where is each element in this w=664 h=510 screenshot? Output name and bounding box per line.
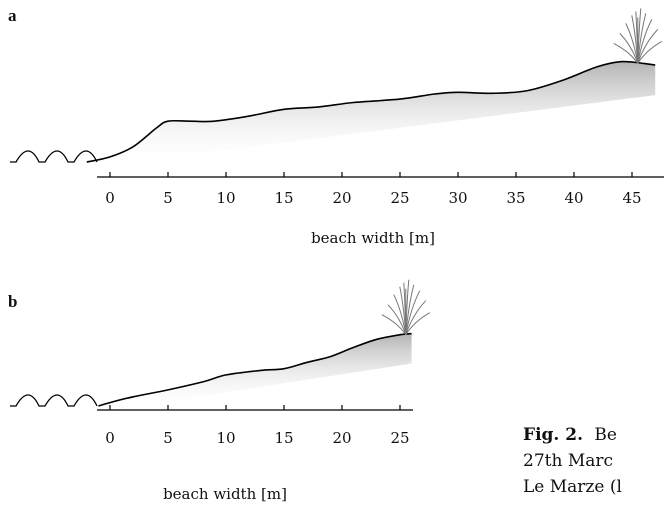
panel-b-tick-label-5: 5 <box>163 429 173 447</box>
panel-a-water-waves <box>10 150 98 163</box>
panel-a-ticks: 0 5 10 15 20 25 30 35 40 45 <box>105 172 642 207</box>
panel-a-tick-label-10: 10 <box>216 189 235 207</box>
grass-blade <box>619 33 639 64</box>
grass-blade <box>637 19 653 64</box>
panel-a-label: a <box>8 6 17 25</box>
panel-a-tick-label-25: 25 <box>390 189 409 207</box>
grass-blade <box>381 314 407 335</box>
panel-b-tick-label-0: 0 <box>105 429 115 447</box>
caption-line-1: Fig. 2. Be <box>523 425 617 445</box>
caption-line-1-text: Be <box>594 425 617 445</box>
panel-b-tick-label-20: 20 <box>332 429 351 447</box>
panel-a-tick-label-15: 15 <box>274 189 293 207</box>
panel-a-tick-label-5: 5 <box>163 189 173 207</box>
panel-b-profile-shading <box>98 333 412 412</box>
panel-a-tick-label-35: 35 <box>506 189 525 207</box>
grass-blade <box>637 29 659 64</box>
caption-line-2: 27th Marc <box>523 451 613 471</box>
panel-a-dune-vegetation <box>613 8 663 64</box>
panel-b-tick-label-10: 10 <box>216 429 235 447</box>
panel-a-tick-label-40: 40 <box>564 189 583 207</box>
grass-blade <box>637 40 663 64</box>
panel-a-tick-label-45: 45 <box>622 189 641 207</box>
caption-fig-label: Fig. 2. <box>523 425 583 445</box>
panel-b-dune-vegetation <box>381 279 431 335</box>
figure-caption: Fig. 2. Be 27th Marc Le Marze (l <box>523 425 622 497</box>
panel-b-beach-profile <box>98 332 412 407</box>
panel-b-axis-title: beach width [m] <box>163 485 287 503</box>
panel-b-tick-label-25: 25 <box>390 429 409 447</box>
panel-a: a 0 5 10 15 20 25 30 35 40 45 beach width [m] <box>8 6 664 247</box>
panel-b-ticks: 0 5 10 15 20 25 <box>105 405 410 447</box>
panel-b-tick-label-15: 15 <box>274 429 293 447</box>
grass-blade <box>405 290 421 335</box>
caption-line-3: Le Marze (l <box>523 477 622 497</box>
grass-blade <box>405 300 427 335</box>
panel-a-profile-shading <box>86 61 656 168</box>
panel-b: b 0 5 10 15 20 25 beach width [m] <box>8 279 431 503</box>
grass-blade <box>405 312 431 335</box>
panel-b-label: b <box>8 292 17 311</box>
panel-a-axis-title: beach width [m] <box>311 229 435 247</box>
grass-blade <box>613 42 639 64</box>
panel-a-tick-label-0: 0 <box>105 189 115 207</box>
panel-a-beach-profile <box>86 60 656 163</box>
panel-b-water-waves <box>10 394 98 407</box>
panel-a-tick-label-30: 30 <box>448 189 467 207</box>
panel-a-tick-label-20: 20 <box>332 189 351 207</box>
grass-blade <box>387 304 407 335</box>
